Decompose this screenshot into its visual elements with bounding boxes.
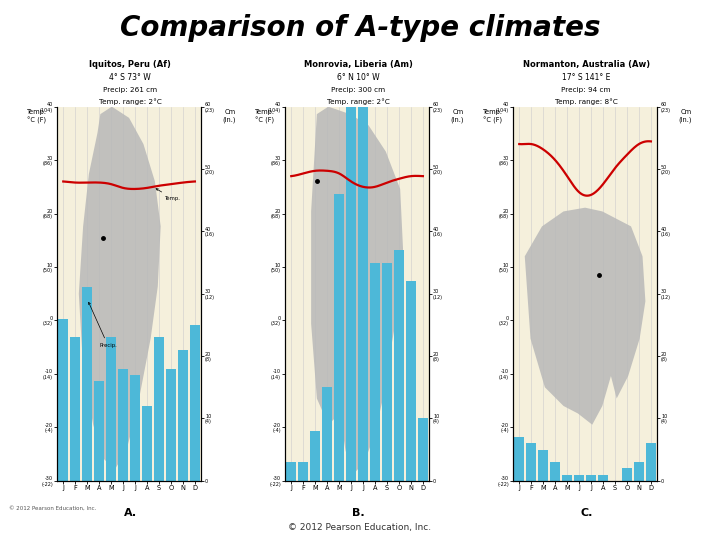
Text: Temp.
°C (F): Temp. °C (F) <box>255 109 275 124</box>
Bar <box>575 475 584 481</box>
Text: 17° S 141° E: 17° S 141° E <box>562 73 611 83</box>
Bar <box>646 443 656 481</box>
Text: © 2012 Pearson Education, Inc.: © 2012 Pearson Education, Inc. <box>9 505 96 510</box>
Bar <box>550 462 560 481</box>
Bar <box>418 418 428 481</box>
Text: Comparison of A-type climates: Comparison of A-type climates <box>120 14 600 42</box>
Bar <box>82 287 92 481</box>
Bar <box>526 443 536 481</box>
Text: Iquitos, Peru (Af): Iquitos, Peru (Af) <box>89 60 171 69</box>
Text: © 2012 Pearson Education, Inc.: © 2012 Pearson Education, Inc. <box>289 523 431 532</box>
Text: Precip: 94 cm: Precip: 94 cm <box>562 87 611 93</box>
Bar <box>323 387 332 481</box>
Bar <box>107 338 116 481</box>
Text: Temp. range: 2°C: Temp. range: 2°C <box>99 98 161 105</box>
Polygon shape <box>525 208 645 424</box>
Text: Temp.
°C (F): Temp. °C (F) <box>483 109 503 124</box>
Text: 4° S 73° W: 4° S 73° W <box>109 73 151 83</box>
Text: Precip.: Precip. <box>89 302 117 348</box>
Polygon shape <box>311 106 403 474</box>
Text: Temp.: Temp. <box>156 188 181 201</box>
Text: Temp. range: 2°C: Temp. range: 2°C <box>327 98 390 105</box>
Text: C.: C. <box>580 508 593 518</box>
Bar <box>190 325 199 481</box>
Bar <box>130 375 140 481</box>
Text: Precip: 300 cm: Precip: 300 cm <box>331 87 385 93</box>
Bar <box>515 437 524 481</box>
Text: Cm
(In.): Cm (In.) <box>450 109 464 123</box>
Bar <box>382 262 392 481</box>
Text: Precip: 261 cm: Precip: 261 cm <box>103 87 157 93</box>
Bar <box>94 381 104 481</box>
Bar <box>310 431 320 481</box>
Text: B.: B. <box>352 508 364 518</box>
Bar <box>406 281 415 481</box>
Bar <box>562 475 572 481</box>
Bar <box>598 475 608 481</box>
Text: A.: A. <box>124 508 137 518</box>
Bar <box>178 350 188 481</box>
Bar <box>71 338 80 481</box>
Bar <box>58 319 68 481</box>
Bar <box>346 106 356 481</box>
Bar <box>586 475 596 481</box>
Text: Temp. range: 8°C: Temp. range: 8°C <box>555 98 618 105</box>
Bar <box>154 338 163 481</box>
Bar <box>539 450 548 481</box>
Bar <box>622 468 631 481</box>
Bar <box>143 406 152 481</box>
Bar <box>298 462 308 481</box>
Text: 6° N 10° W: 6° N 10° W <box>337 73 379 83</box>
Polygon shape <box>78 106 161 470</box>
Text: Cm
(In.): Cm (In.) <box>678 109 692 123</box>
Bar <box>370 262 380 481</box>
Bar <box>334 194 344 481</box>
Text: Temp.
°C (F): Temp. °C (F) <box>27 109 47 124</box>
Bar <box>287 462 296 481</box>
Bar <box>118 369 128 481</box>
Text: Monrovia, Liberia (Am): Monrovia, Liberia (Am) <box>304 60 413 69</box>
Bar <box>359 106 368 481</box>
Bar <box>634 462 644 481</box>
Bar <box>166 369 176 481</box>
Text: Cm
(In.): Cm (In.) <box>222 109 235 123</box>
Bar <box>394 250 404 481</box>
Text: Normanton, Australia (Aw): Normanton, Australia (Aw) <box>523 60 649 69</box>
